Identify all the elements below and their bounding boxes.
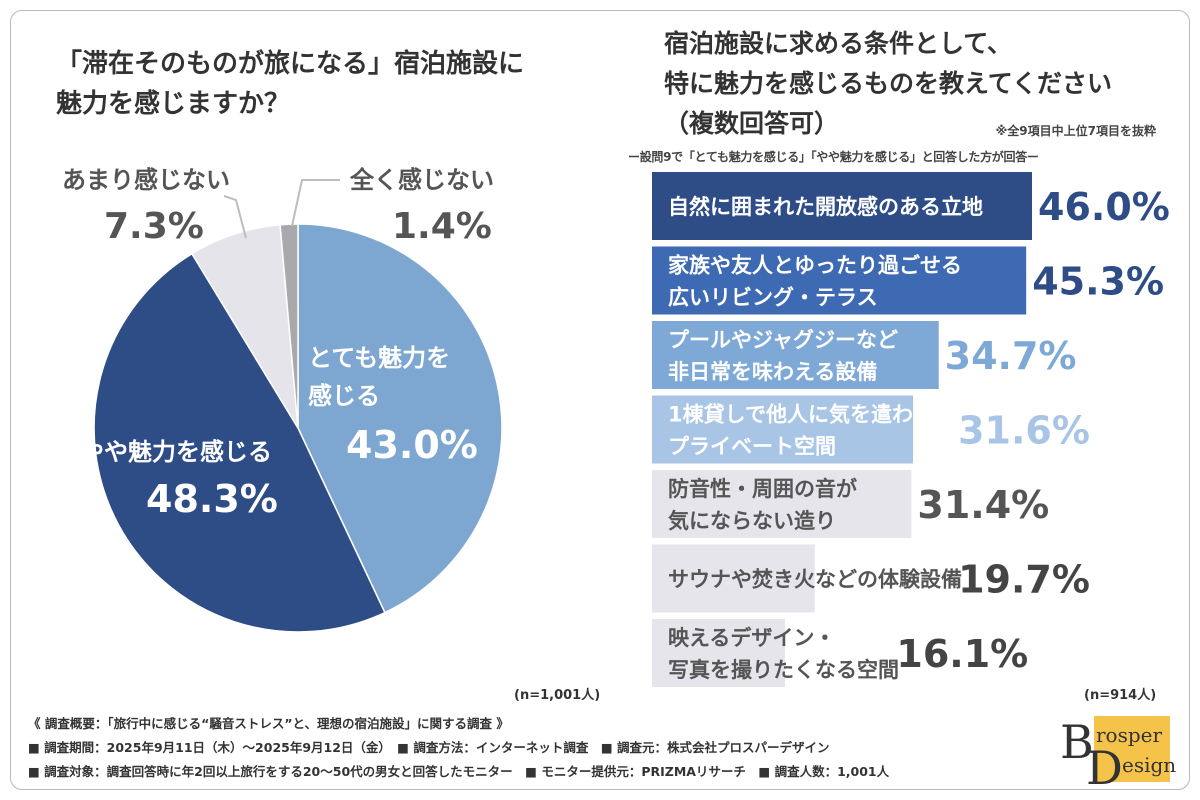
- logo-word-esign: esign: [1122, 753, 1176, 777]
- bar-label-5-0: サウナや焚き火などの体験設備: [668, 568, 962, 592]
- brosper-design-logo: B rosper D esign: [1060, 715, 1176, 790]
- pie-value-0: 43.0%: [346, 423, 478, 467]
- pie-label-0-0: とても魅力を: [308, 344, 450, 372]
- bar-label-3-0: 1棟貸しで他人に気を遣わない: [668, 403, 955, 427]
- bar-value-1: 45.3%: [1032, 260, 1164, 304]
- bar-label-2-0: プールやジャグジーなど: [668, 328, 898, 352]
- footer-line-2: ■ 調査期間：2025年9月11日（木）〜2025年9月12日（金） ■ 調査方…: [28, 740, 830, 755]
- bar-0: [652, 172, 1032, 240]
- pie-label-1-0: やや魅力を感じる: [80, 438, 272, 466]
- bar-label-6-1: 写真を撮りたくなる空間: [668, 658, 899, 682]
- footer-line-1: 《 調査概要：「旅行中に感じる“騒音ストレス”と、理想の宿泊施設」に関する調査 …: [28, 716, 509, 731]
- bar-3: [652, 395, 913, 464]
- pie-label-0-1: 感じる: [308, 382, 380, 410]
- logo-letter-b: B: [1060, 715, 1094, 769]
- logo-word-rosper: rosper: [1096, 723, 1163, 747]
- bar-subtitle: ー設問9で「とても魅力を感じる」「やや魅力を感じる」と回答した方が回答ー: [628, 150, 1039, 164]
- bar-label-1-1: 広いリビング・テラス: [668, 286, 878, 310]
- footer-line-3: ■ 調査対象：調査回答時に年2回以上旅行をする20〜50代の男女と回答したモニタ…: [28, 764, 890, 779]
- bar-6: [652, 619, 785, 687]
- bar-sample-size: (n=914人): [1084, 688, 1157, 703]
- bar-4: [652, 470, 912, 538]
- pie-leader-2: [223, 195, 247, 239]
- bar-label-1-0: 家族や友人とゆったり過ごせる: [668, 254, 962, 278]
- bar-title-line-2: 特に魅力を感じるものを教えてください: [664, 69, 1113, 98]
- pie-label-2-0: あまり感じない: [62, 166, 230, 194]
- bar-value-5: 19.7%: [958, 558, 1090, 602]
- bar-value-3: 31.6%: [958, 409, 1090, 453]
- logo-square: [1094, 716, 1170, 782]
- bar-1: [652, 246, 1027, 315]
- bar-label-0-0: 自然に囲まれた開放感のある立地: [668, 195, 983, 219]
- bar-title-line-1: 宿泊施設に求める条件として、: [664, 29, 1013, 58]
- bar-5: [652, 544, 815, 613]
- pie-label-3-0: 全く感じない: [349, 166, 494, 194]
- pie-value-3: 1.4%: [392, 206, 492, 247]
- logo-letter-d: D: [1086, 741, 1123, 790]
- bar-title: 宿泊施設に求める条件として、 特に魅力を感じるものを教えてください （複数回答可…: [664, 24, 1184, 144]
- bar-label-2-1: 非日常を味わえる設備: [668, 360, 877, 384]
- pie-title-line-1: 「滞在そのものが旅になる」宿泊施設に: [56, 49, 525, 79]
- bar-chart: 自然に囲まれた開放感のある立地 46.0% 家族や友人とゆったり過ごせる広いリビング…: [652, 172, 1170, 687]
- pie-value-2: 7.3%: [104, 206, 204, 247]
- pie-slice-1: [93, 252, 386, 633]
- bar-label-4-1: 気にならない造り: [668, 509, 836, 533]
- survey-footer: 《 調査概要：「旅行中に感じる“騒音ストレス”と、理想の宿泊施設」に関する調査 …: [28, 712, 1048, 784]
- pie-slice-3: [279, 223, 299, 429]
- bar-title-line-3: （複数回答可）: [664, 109, 840, 138]
- pie-leader-3: [291, 179, 340, 227]
- pie-value-1: 48.3%: [146, 477, 278, 521]
- bar-value-2: 34.7%: [945, 334, 1077, 378]
- pie-chart: とても魅力を感じる 43.0% やや魅力を感じる 48.3% あまり感じない 7.3% 全く…: [62, 166, 503, 633]
- infographic-frame: [10, 10, 1190, 790]
- bar-value-0: 46.0%: [1038, 185, 1170, 229]
- bar-label-6-0: 映えるデザイン・: [668, 626, 835, 650]
- bar-2: [652, 321, 939, 389]
- bar-note: ※全9項目中上位7項目を抜粋: [995, 124, 1156, 138]
- pie-title-line-2: 魅力を感じますか？: [56, 89, 291, 119]
- pie-title: 「滞在そのものが旅になる」宿泊施設に 魅力を感じますか？: [56, 44, 596, 124]
- pie-slice-0: [297, 223, 503, 614]
- bar-label-4-0: 防音性・周囲の音が: [668, 477, 857, 501]
- bar-value-4: 31.4%: [917, 483, 1049, 527]
- pie-sample-size: (n=1,001人): [514, 688, 601, 703]
- bar-label-3-1: プライベート空間: [668, 435, 836, 459]
- bar-value-6: 16.1%: [896, 632, 1028, 676]
